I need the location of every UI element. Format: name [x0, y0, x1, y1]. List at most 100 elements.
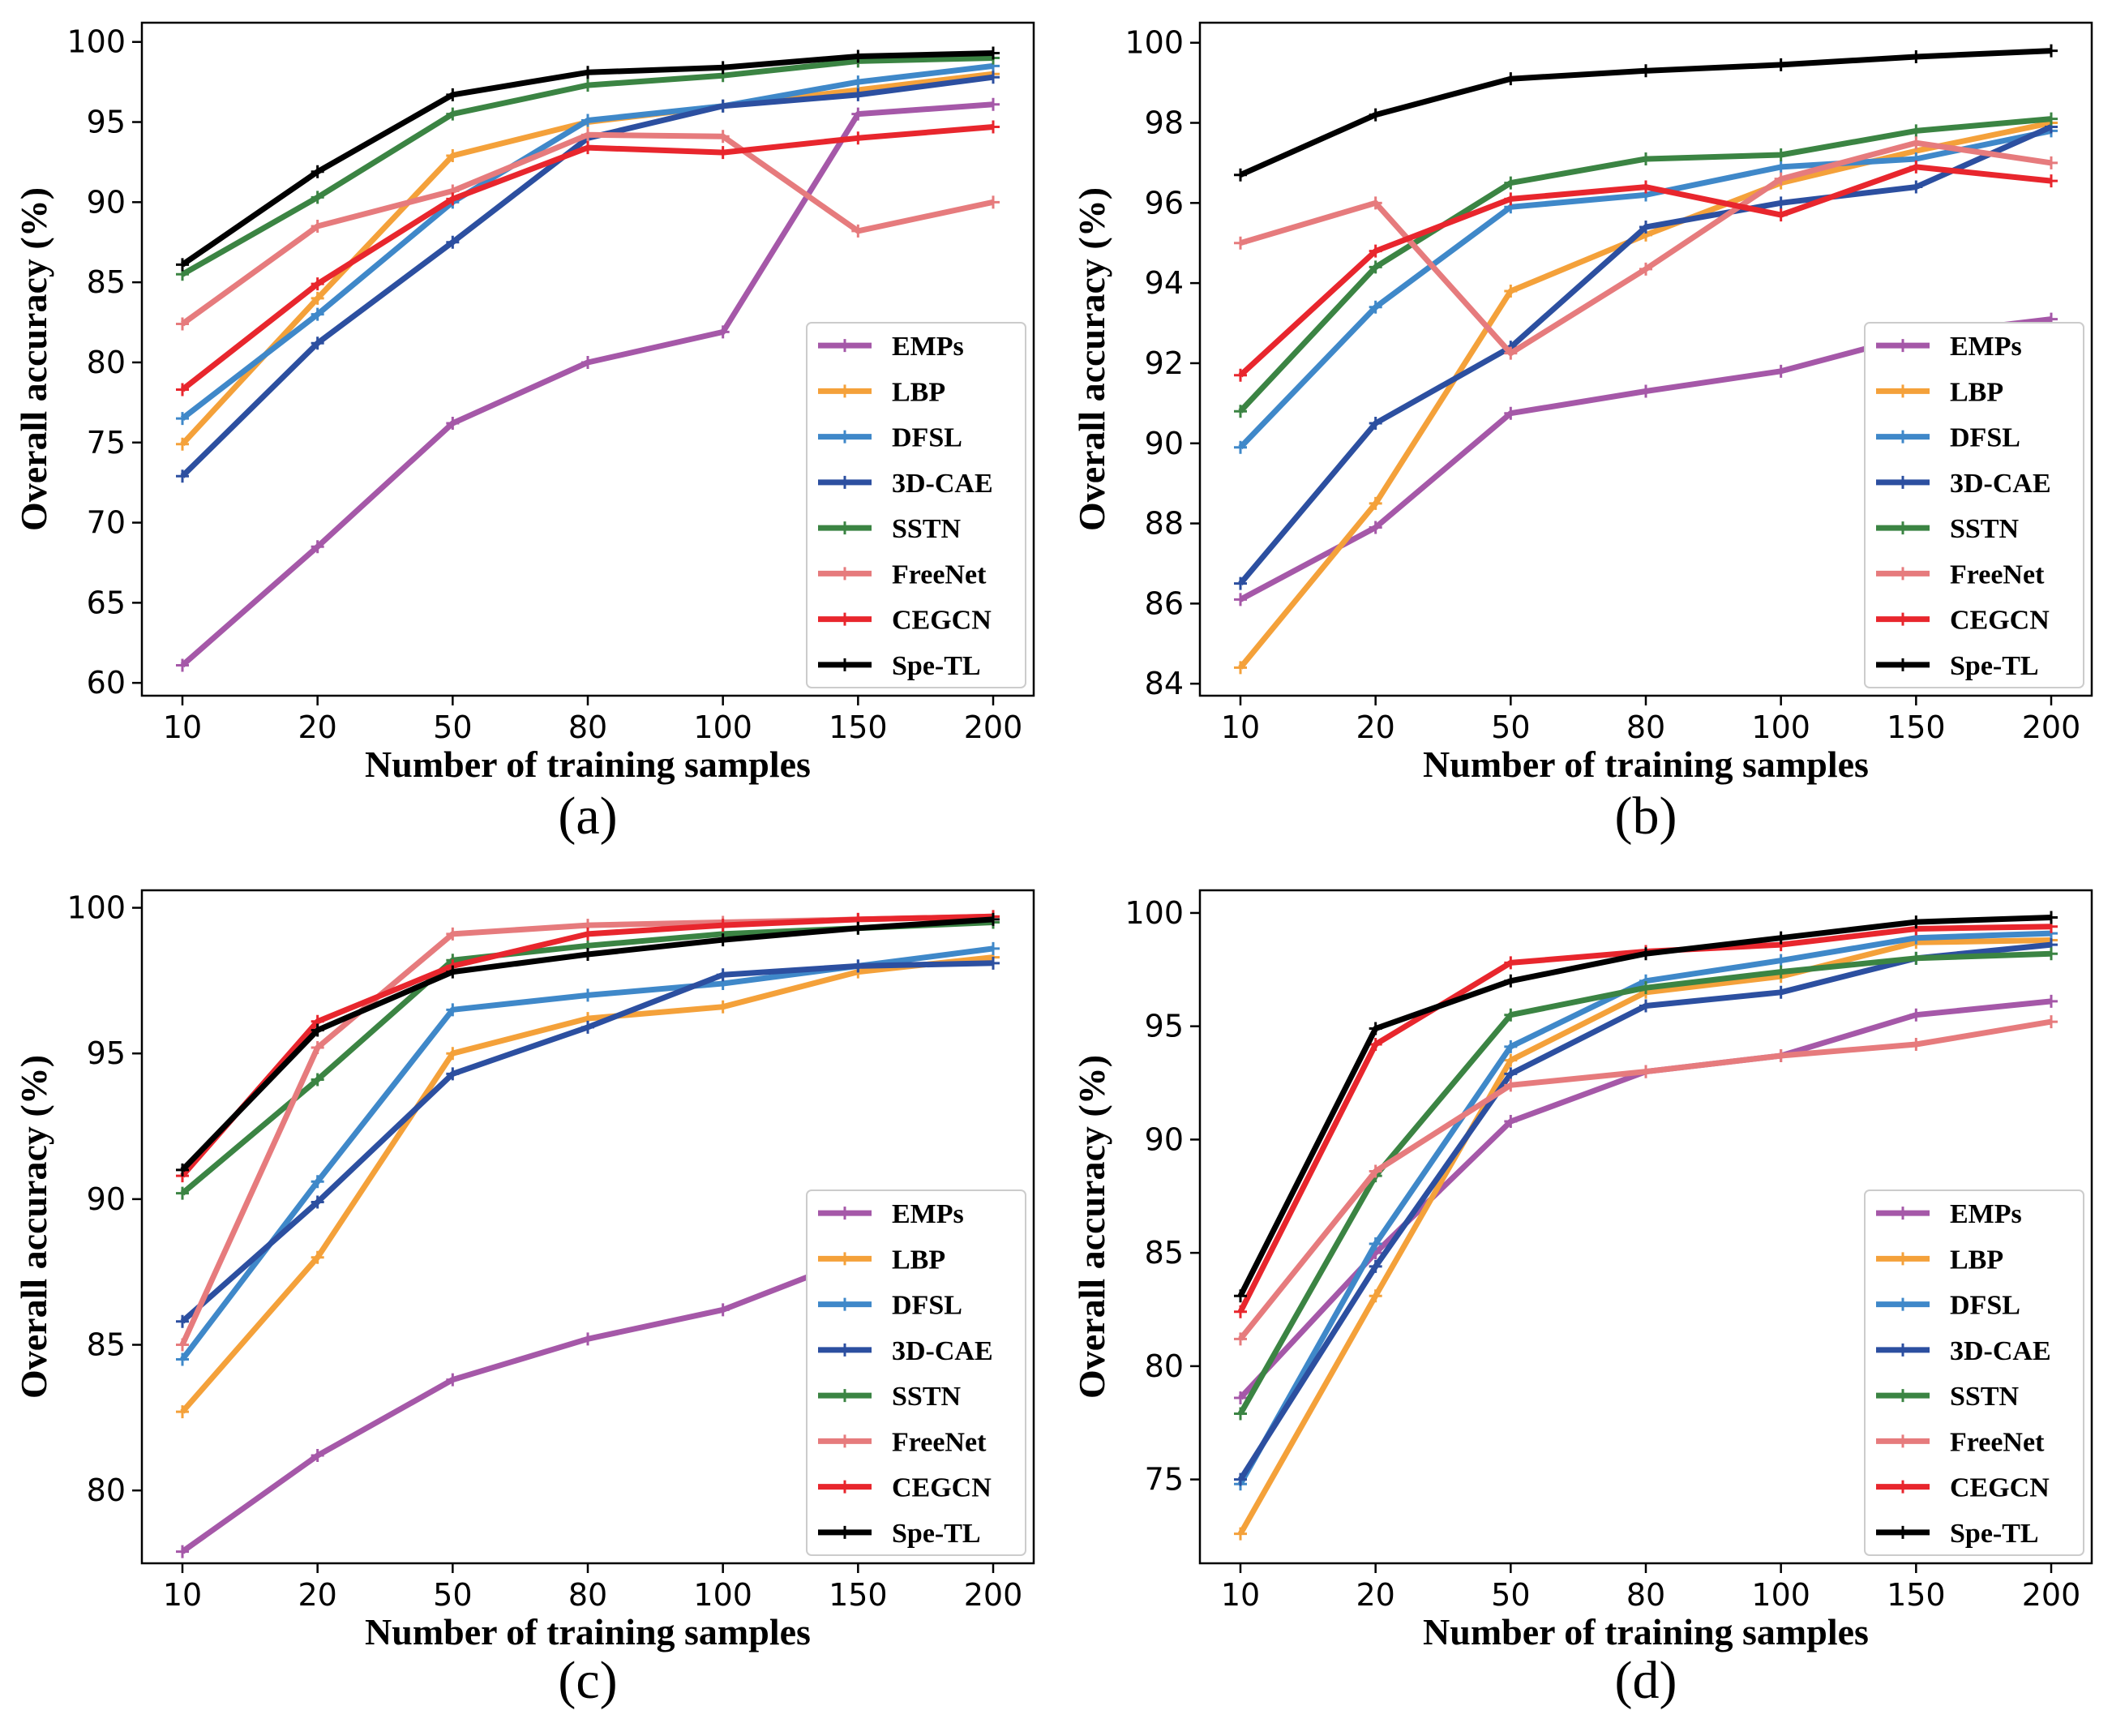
data-point [1774, 364, 1788, 378]
data-point [581, 1332, 594, 1346]
series-spe-tl [176, 46, 1000, 272]
data-point [1504, 406, 1518, 420]
data-point [1369, 1164, 1382, 1178]
x-tick-label: 200 [2022, 709, 2081, 745]
y-tick-label: 95 [87, 1035, 126, 1071]
data-point [1774, 1049, 1788, 1063]
data-point [1639, 981, 1652, 995]
panel-label: (a) [558, 787, 617, 846]
legend-marker [1896, 1343, 1909, 1357]
data-point [1369, 1038, 1382, 1052]
data-point [716, 919, 730, 932]
x-tick-label: 150 [829, 1577, 888, 1613]
data-point [1504, 1067, 1518, 1081]
data-point [2045, 1015, 2058, 1029]
x-tick-label: 20 [1356, 709, 1394, 745]
data-point [851, 921, 865, 935]
data-point [716, 130, 730, 144]
data-point [581, 1020, 594, 1034]
data-point [1774, 208, 1788, 222]
legend-marker [838, 658, 851, 671]
data-point [1369, 300, 1382, 314]
y-tick-label: 90 [1145, 426, 1184, 461]
data-point [851, 49, 865, 63]
legend-label: 3D-CAE [892, 469, 993, 499]
data-point [581, 66, 594, 79]
data-point [1774, 172, 1788, 186]
x-tick-label: 150 [1887, 1577, 1946, 1613]
legend-label: EMPs [1950, 332, 2022, 362]
legend-label: SSTN [892, 1382, 961, 1412]
data-point [2045, 947, 2058, 961]
legend-label: DFSL [1950, 1291, 2020, 1321]
legend-label: 3D-CAE [892, 1336, 993, 1366]
legend-label: EMPs [892, 1199, 964, 1229]
legend-marker [838, 1252, 851, 1266]
x-tick-label: 20 [298, 709, 336, 745]
data-point [1369, 1289, 1382, 1303]
data-point [311, 1175, 324, 1189]
data-point [1504, 72, 1518, 86]
series-emps [176, 97, 1000, 672]
legend-marker [1896, 1389, 1909, 1403]
legend-label: CEGCN [1950, 606, 2050, 636]
x-tick-label: 150 [829, 709, 888, 745]
legend-label: Spe-TL [892, 1519, 981, 1549]
data-point [987, 956, 1000, 970]
legend-box [806, 1189, 1026, 1556]
y-tick-label: 95 [1145, 1009, 1184, 1044]
legend-marker [838, 1525, 851, 1539]
data-point [311, 307, 324, 321]
data-point [1234, 236, 1247, 250]
data-point [1774, 160, 1788, 174]
data-point [1234, 168, 1247, 182]
data-point [1909, 124, 1923, 138]
data-point [1909, 136, 1923, 150]
data-point [1504, 176, 1518, 190]
data-point [1504, 1078, 1518, 1092]
data-point [311, 1449, 324, 1463]
data-point [446, 1373, 460, 1387]
y-tick-label: 85 [1145, 1235, 1184, 1271]
data-point [716, 968, 730, 982]
legend-label: SSTN [1950, 1382, 2019, 1412]
data-point [1504, 346, 1518, 360]
panel-label: (d) [1615, 1651, 1677, 1710]
x-tick-label: 50 [1491, 709, 1530, 745]
data-point [311, 219, 324, 233]
legend: EMPs LBP DFSL 3D-CAE SSTN FreeNet CEGCN Spe-TL [1864, 322, 2084, 688]
data-point [581, 948, 594, 962]
legend-label: FreeNet [892, 559, 987, 589]
data-point [1639, 384, 1652, 398]
x-tick-label: 50 [1491, 1577, 1530, 1613]
y-tick-label: 80 [87, 1472, 126, 1508]
data-point [176, 317, 189, 331]
data-point [1234, 593, 1247, 607]
legend-label: CEGCN [1950, 1473, 2050, 1503]
data-point [1504, 1115, 1518, 1129]
legend-label: 3D-CAE [1950, 469, 2051, 499]
y-tick-label: 84 [1145, 666, 1184, 701]
y-tick-label: 60 [87, 665, 126, 701]
legend-marker [1896, 1297, 1909, 1311]
data-point [581, 988, 594, 1002]
x-tick-label: 150 [1887, 709, 1946, 745]
legend-marker [1896, 339, 1909, 353]
y-tick-label: 75 [1145, 1462, 1184, 1498]
data-point [1774, 58, 1788, 71]
legend: EMPs LBP DFSL 3D-CAE SSTN FreeNet CEGCN Spe-TL [1864, 1189, 2084, 1556]
panel-label: (b) [1615, 787, 1677, 846]
x-tick-label: 50 [433, 709, 472, 745]
legend-label: 3D-CAE [1950, 1336, 2051, 1366]
x-tick-label: 20 [298, 1577, 336, 1613]
data-point [987, 912, 1000, 926]
data-point [1909, 1038, 1923, 1052]
data-point [987, 120, 1000, 134]
data-point [446, 417, 460, 431]
data-point [176, 1186, 189, 1200]
data-point [1639, 180, 1652, 194]
data-point [987, 195, 1000, 209]
data-point [176, 437, 189, 451]
legend-marker [838, 475, 851, 489]
legend-label: Spe-TL [1950, 651, 2039, 681]
